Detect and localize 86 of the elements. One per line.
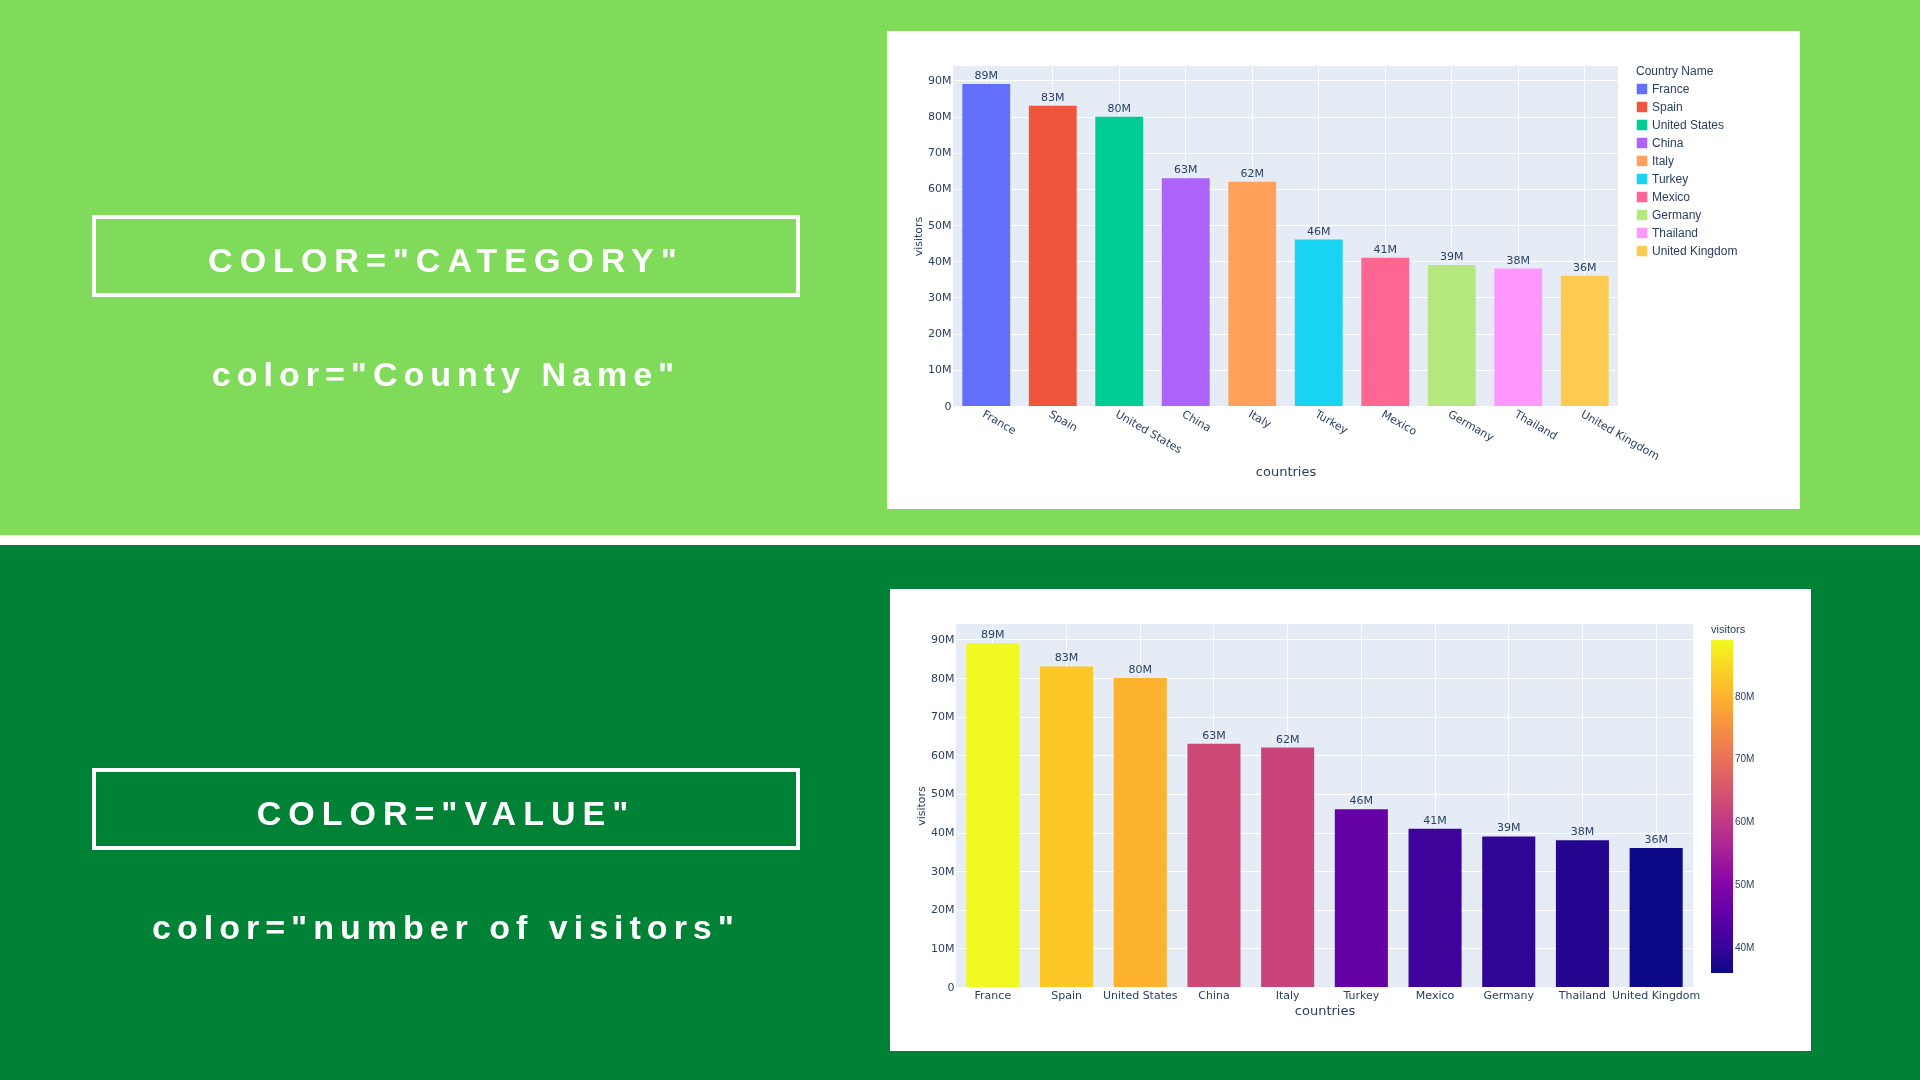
y-tick-label: 80M	[931, 671, 955, 685]
bar	[1334, 809, 1388, 987]
data-label: 36M	[1573, 260, 1597, 274]
legend-label: United States	[1652, 118, 1725, 132]
y-tick-label: 40M	[931, 826, 955, 840]
x-tick-label: Turkey	[1342, 988, 1380, 1002]
bar	[1040, 666, 1094, 987]
bar	[966, 643, 1020, 987]
x-tick-label: Italy	[1275, 988, 1301, 1002]
x-tick-label: Italy	[1246, 407, 1274, 432]
data-label: 38M	[1570, 825, 1595, 839]
data-label: 63M	[1174, 163, 1198, 177]
data-label: 62M	[1240, 166, 1264, 180]
data-label: 41M	[1373, 242, 1397, 256]
x-tick-label: China	[1198, 988, 1230, 1002]
x-tick-label: Germany	[1483, 988, 1535, 1002]
legend-label: Turkey	[1652, 172, 1689, 186]
x-tick-label: United States	[1103, 988, 1178, 1002]
bar	[1113, 678, 1167, 987]
data-label: 39M	[1440, 249, 1464, 263]
legend-label: France	[1652, 82, 1690, 96]
data-label: 36M	[1644, 832, 1668, 846]
text: COLOR="CATEGORY"	[92, 215, 800, 297]
y-tick-label: 50M	[928, 218, 952, 232]
bar	[1261, 747, 1315, 987]
legend-label: United Kingdom	[1652, 244, 1738, 258]
y-tick-label: 90M	[928, 73, 952, 87]
y-tick-label: 70M	[928, 146, 952, 160]
x-tick-label: Spain	[1051, 988, 1082, 1002]
text: COLOR="VALUE"	[92, 768, 800, 850]
data-label: 46M	[1349, 794, 1374, 808]
data-label: 41M	[1423, 813, 1447, 827]
data-label: 63M	[1202, 728, 1226, 742]
data-label: 38M	[1506, 253, 1530, 267]
color-bar-title: visitors	[1711, 623, 1746, 635]
data-label: 46M	[1307, 224, 1331, 238]
bar	[1482, 836, 1536, 987]
text: color="number of visitors"	[151, 908, 741, 947]
y-tick-label: 70M	[931, 710, 955, 724]
data-label: 62M	[1275, 732, 1300, 746]
y-tick-label: 20M	[928, 327, 952, 341]
data-label: 39M	[1497, 821, 1521, 835]
bar	[1629, 847, 1683, 987]
data-label: 83M	[1041, 90, 1065, 104]
data-label: 83M	[1054, 651, 1079, 665]
color-bar-label: 40M	[1735, 941, 1755, 953]
x-tick-label: France	[974, 988, 1012, 1002]
legend-label: Italy	[1652, 154, 1675, 168]
y-tick-label: 30M	[928, 290, 952, 304]
data-label: 89M	[981, 628, 1005, 642]
y-tick-label: 30M	[931, 864, 955, 878]
color-bar-label: 50M	[1735, 879, 1755, 891]
y-tick-label: 60M	[928, 182, 952, 196]
bar	[1187, 743, 1241, 987]
legend-title: Country Name	[1636, 64, 1714, 78]
color-bar-label: 70M	[1735, 753, 1755, 765]
x-axis-title: countries	[1255, 464, 1317, 480]
legend-label: China	[1652, 136, 1684, 150]
data-label: 89M	[974, 69, 998, 83]
y-tick-label: 0	[944, 399, 952, 413]
color-bar-label: 80M	[1735, 690, 1755, 702]
color-bar-label: 60M	[1735, 816, 1755, 828]
data-label: 80M	[1128, 663, 1152, 677]
y-axis-title: visitors	[912, 216, 926, 257]
x-tick-label: Mexico	[1415, 988, 1455, 1002]
x-tick-label: Thailand	[1557, 988, 1607, 1002]
x-tick-label: United Kingdom	[1612, 988, 1701, 1002]
y-tick-label: 20M	[931, 903, 955, 917]
x-axis-title: countries	[1294, 1002, 1356, 1018]
y-tick-label: 40M	[928, 254, 952, 268]
legend-label: Germany	[1652, 208, 1702, 222]
y-tick-label: 50M	[931, 787, 955, 801]
y-axis-title: visitors	[915, 785, 929, 826]
legend-label: Spain	[1652, 100, 1683, 114]
y-tick-label: 90M	[931, 632, 955, 646]
y-tick-label: 80M	[928, 110, 952, 124]
bar	[1408, 828, 1462, 987]
text: color="County Name"	[210, 355, 682, 394]
bar	[1555, 840, 1609, 987]
y-tick-label: 10M	[928, 363, 952, 377]
data-label: 80M	[1107, 101, 1131, 115]
y-tick-label: 60M	[931, 748, 955, 762]
y-tick-label: 10M	[931, 941, 955, 955]
legend-label: Thailand	[1652, 226, 1699, 240]
y-tick-label: 0	[947, 980, 955, 994]
legend-label: Mexico	[1652, 190, 1691, 204]
